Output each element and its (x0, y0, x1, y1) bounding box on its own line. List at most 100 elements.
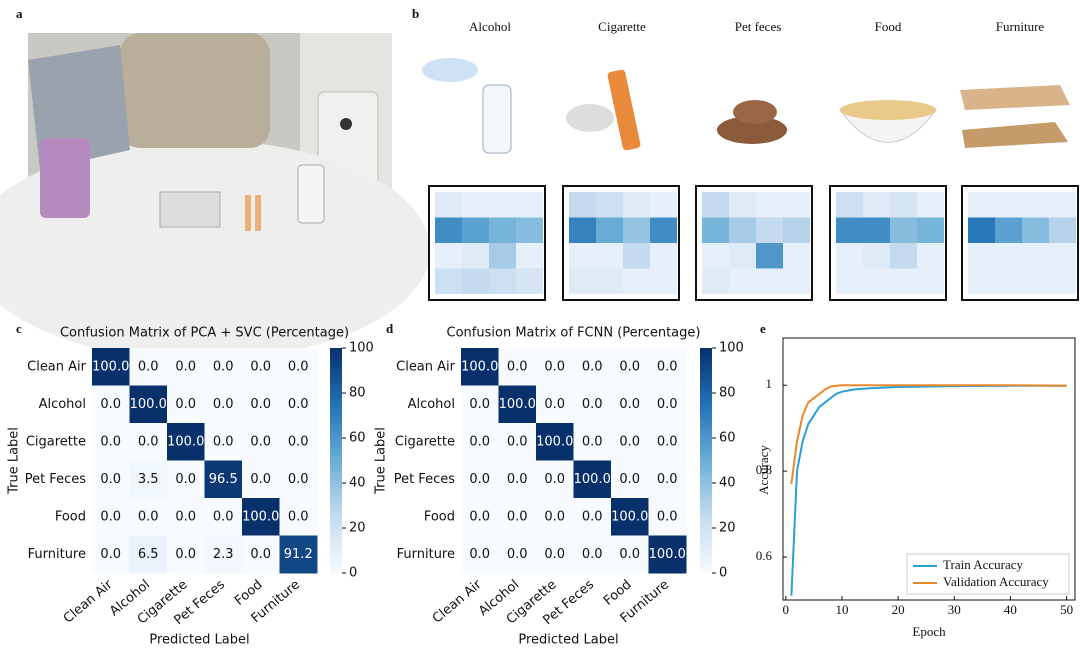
cell-label: 0.0 (582, 547, 603, 562)
matrix-cell (129, 423, 168, 461)
cup (40, 138, 90, 218)
cell-label: 6.5 (138, 547, 159, 562)
matrix-cell (498, 535, 537, 574)
icon-mist (422, 58, 478, 82)
cell-label: 0.0 (175, 547, 196, 562)
sensor-cell (462, 268, 489, 294)
icon-alcohol (482, 84, 512, 154)
sensor-cell (596, 243, 623, 269)
matrix-cell (92, 385, 130, 424)
sensor-cell (995, 243, 1022, 269)
sensor-cell (596, 268, 623, 294)
sensor-cell (756, 268, 783, 294)
sensor-cell (435, 192, 462, 218)
legend-box (906, 553, 1070, 595)
y-tick-label: Furniture (28, 547, 86, 562)
sensor-cell (890, 217, 917, 243)
matrix-cell (167, 460, 205, 499)
sensor-cell (462, 243, 489, 269)
spray-bottle (297, 164, 325, 224)
sensor-cell (569, 217, 596, 243)
matrix-cell (461, 535, 499, 574)
sensor-cell (968, 243, 995, 269)
matrix-cell (279, 460, 318, 499)
cell-label: 0.0 (250, 434, 271, 449)
cell-label: 0.0 (507, 359, 528, 374)
matrix-cell (498, 498, 537, 536)
cell-label: 0.0 (100, 509, 121, 524)
cell-label: 0.0 (619, 397, 640, 412)
cell-label: 96.5 (209, 472, 238, 487)
colorbar-tick-label: 40 (349, 476, 366, 491)
sensor-cell (1022, 192, 1049, 218)
colorbar-tick-label: 80 (349, 386, 366, 401)
sensor-cell (489, 217, 516, 243)
cell-label: 100.0 (649, 547, 686, 562)
sensor-cell (890, 192, 917, 218)
panel-label: d (386, 321, 394, 336)
cell-label: 0.0 (250, 359, 271, 374)
x-tick-label: 40 (1004, 602, 1017, 617)
sensor-frame (695, 185, 813, 301)
x-tick-label: Clean Air (61, 577, 116, 627)
y-tick-label: Alcohol (39, 397, 86, 412)
matrix-cell (536, 498, 574, 536)
cell-label: 0.0 (582, 509, 603, 524)
matrix-cell (573, 385, 612, 424)
cell-label: 0.0 (100, 397, 121, 412)
icon-cigarette (607, 69, 641, 151)
sensor-cell (836, 243, 863, 269)
x-tick-label: 20 (892, 602, 905, 617)
sensor-cell (623, 192, 650, 218)
cell-label: 0.0 (100, 434, 121, 449)
x-axis-label: Epoch (912, 624, 946, 639)
cell-label: 0.0 (469, 434, 490, 449)
cell-label: 0.0 (619, 359, 640, 374)
cell-label: 100.0 (611, 509, 648, 524)
sensor-cell (968, 217, 995, 243)
cell-label: 0.0 (213, 509, 234, 524)
matrix-cell (498, 423, 537, 461)
matrix-cell (242, 498, 280, 536)
cigarette (255, 195, 261, 231)
matrix-cell (129, 498, 168, 536)
colorbar-tick-label: 40 (719, 476, 736, 491)
sensor-cell (863, 268, 890, 294)
x-axis-label: Predicted Label (149, 633, 249, 648)
sensor-cell (489, 268, 516, 294)
sensor-cell (836, 268, 863, 294)
cell-label: 100.0 (536, 434, 573, 449)
odor-name: Pet feces (735, 19, 782, 34)
matrix-cell (648, 385, 687, 424)
sensor-cell (729, 268, 756, 294)
cell-label: 0.0 (469, 397, 490, 412)
axes-frame (782, 337, 1076, 601)
sensor-frame (562, 185, 680, 301)
icon-noodles (840, 100, 936, 120)
sensor-cell (623, 217, 650, 243)
cell-label: 0.0 (582, 397, 603, 412)
cigarette (245, 195, 251, 231)
sensor-cell (756, 192, 783, 218)
cell-label: 0.0 (213, 397, 234, 412)
cell-label: 0.0 (100, 472, 121, 487)
matrix-cell (536, 348, 574, 386)
matrix-cell (536, 423, 574, 461)
sensor-cell (968, 268, 995, 294)
matrix-cell (279, 385, 318, 424)
cell-label: 0.0 (507, 509, 528, 524)
series-line (790, 384, 1067, 485)
cell-label: 100.0 (167, 434, 204, 449)
sensor-cell (462, 192, 489, 218)
matrix-cell (92, 498, 130, 536)
panel-label: c (16, 321, 22, 336)
odor-name: Alcohol (469, 19, 511, 34)
matrix-cell (204, 385, 243, 424)
y-tick-label: Pet Feces (394, 472, 456, 487)
bag (159, 191, 221, 228)
cell-label: 0.0 (250, 472, 271, 487)
cell-label: 0.0 (175, 397, 196, 412)
matrix-cell (648, 423, 687, 461)
sensor-cell (489, 192, 516, 218)
cell-label: 0.0 (657, 509, 678, 524)
